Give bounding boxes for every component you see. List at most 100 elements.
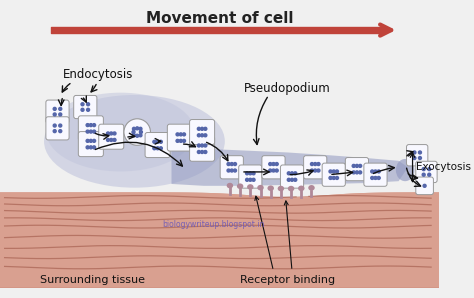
Circle shape	[81, 103, 84, 106]
Circle shape	[201, 150, 204, 153]
Circle shape	[136, 134, 139, 137]
Circle shape	[329, 176, 332, 179]
Circle shape	[92, 146, 96, 149]
Circle shape	[86, 146, 89, 149]
Circle shape	[90, 124, 92, 127]
Ellipse shape	[237, 184, 243, 189]
Circle shape	[182, 133, 185, 136]
Circle shape	[87, 103, 90, 106]
Ellipse shape	[227, 183, 233, 188]
Circle shape	[182, 139, 185, 142]
FancyBboxPatch shape	[99, 124, 124, 149]
Polygon shape	[0, 12, 439, 197]
Circle shape	[336, 170, 338, 173]
Text: biologywriteup.blogspot.in: biologywriteup.blogspot.in	[162, 220, 264, 229]
Circle shape	[86, 130, 89, 133]
Circle shape	[159, 147, 162, 150]
FancyBboxPatch shape	[304, 156, 327, 179]
Text: Receptor binding: Receptor binding	[240, 275, 335, 285]
FancyBboxPatch shape	[167, 124, 194, 151]
Circle shape	[422, 173, 425, 176]
Circle shape	[86, 124, 89, 127]
Circle shape	[423, 184, 426, 187]
FancyBboxPatch shape	[416, 177, 433, 195]
Circle shape	[356, 164, 358, 167]
FancyBboxPatch shape	[281, 165, 304, 188]
Circle shape	[136, 127, 139, 130]
Circle shape	[179, 133, 182, 136]
Circle shape	[332, 170, 335, 173]
Circle shape	[153, 140, 156, 143]
Text: Exocytosis: Exocytosis	[416, 162, 471, 172]
Circle shape	[252, 172, 255, 175]
Circle shape	[197, 134, 201, 137]
Polygon shape	[172, 149, 408, 186]
Circle shape	[291, 172, 293, 175]
Circle shape	[59, 124, 62, 127]
Ellipse shape	[267, 185, 274, 191]
Circle shape	[272, 162, 275, 165]
FancyBboxPatch shape	[46, 100, 69, 123]
Circle shape	[374, 176, 377, 179]
Circle shape	[159, 140, 162, 143]
Circle shape	[234, 169, 237, 172]
Text: Pseudopodium: Pseudopodium	[244, 82, 331, 95]
Text: Surrounding tissue: Surrounding tissue	[40, 275, 145, 285]
Circle shape	[86, 139, 89, 142]
Circle shape	[275, 169, 278, 172]
Text: Endocytosis: Endocytosis	[63, 68, 133, 81]
Circle shape	[201, 144, 204, 147]
FancyBboxPatch shape	[190, 119, 215, 145]
Circle shape	[352, 171, 355, 174]
FancyBboxPatch shape	[190, 136, 215, 161]
Circle shape	[310, 162, 313, 165]
Circle shape	[87, 108, 90, 111]
Circle shape	[204, 150, 207, 153]
Ellipse shape	[298, 186, 305, 191]
FancyBboxPatch shape	[78, 132, 103, 157]
Circle shape	[428, 173, 431, 176]
Circle shape	[230, 162, 233, 165]
Circle shape	[419, 151, 421, 154]
Circle shape	[90, 146, 92, 149]
Circle shape	[371, 170, 374, 173]
Circle shape	[201, 134, 204, 137]
Ellipse shape	[44, 95, 225, 188]
Circle shape	[359, 164, 362, 167]
Circle shape	[314, 169, 317, 172]
Circle shape	[291, 178, 293, 181]
Circle shape	[227, 162, 230, 165]
Circle shape	[110, 132, 113, 135]
Circle shape	[329, 170, 332, 173]
FancyBboxPatch shape	[46, 117, 69, 140]
Circle shape	[92, 139, 96, 142]
Circle shape	[156, 147, 159, 150]
Circle shape	[227, 169, 230, 172]
Circle shape	[419, 156, 421, 159]
Circle shape	[332, 176, 335, 179]
Circle shape	[230, 169, 233, 172]
Circle shape	[204, 144, 207, 147]
Circle shape	[59, 113, 62, 116]
Circle shape	[317, 169, 320, 172]
Ellipse shape	[257, 185, 264, 190]
FancyBboxPatch shape	[73, 95, 97, 119]
Circle shape	[197, 150, 201, 153]
Circle shape	[310, 169, 313, 172]
Circle shape	[204, 127, 207, 130]
Circle shape	[179, 139, 182, 142]
Circle shape	[428, 168, 431, 171]
FancyBboxPatch shape	[220, 156, 243, 179]
Circle shape	[81, 108, 84, 111]
FancyBboxPatch shape	[407, 145, 428, 166]
Circle shape	[110, 139, 113, 142]
FancyBboxPatch shape	[364, 163, 387, 186]
Circle shape	[374, 170, 377, 173]
Circle shape	[139, 131, 142, 134]
Circle shape	[59, 130, 62, 133]
Circle shape	[197, 127, 201, 130]
Ellipse shape	[124, 119, 150, 145]
Circle shape	[201, 127, 204, 130]
Circle shape	[413, 151, 416, 154]
Circle shape	[204, 134, 207, 137]
